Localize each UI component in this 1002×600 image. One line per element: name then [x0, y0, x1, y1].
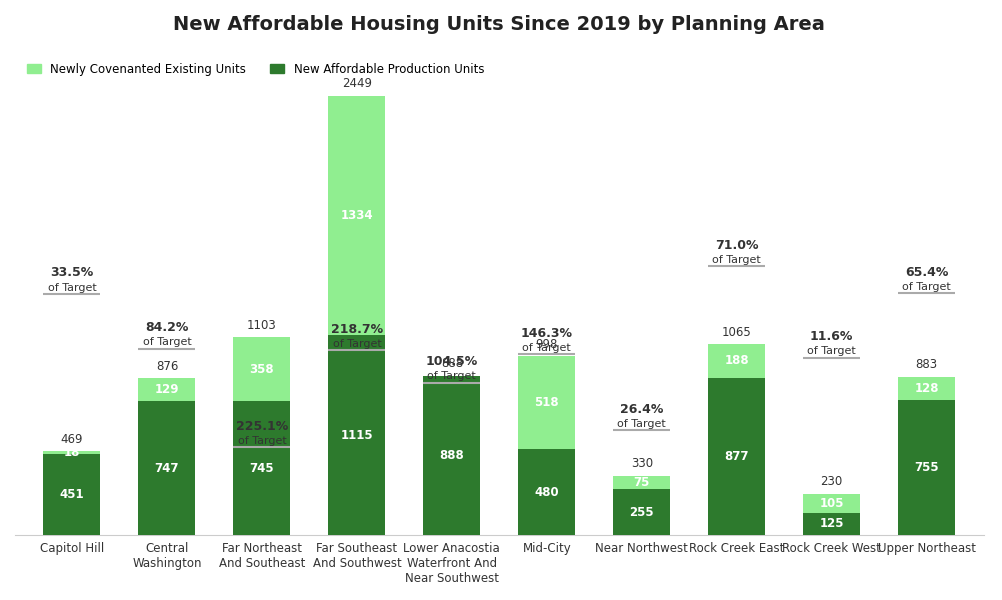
Text: 451: 451: [60, 488, 84, 501]
Title: New Affordable Housing Units Since 2019 by Planning Area: New Affordable Housing Units Since 2019 …: [173, 15, 826, 34]
Text: of Target: of Target: [903, 282, 951, 292]
Text: 469: 469: [61, 433, 83, 446]
Bar: [138, 401, 195, 535]
Text: of Target: of Target: [808, 346, 856, 356]
Text: 2449: 2449: [342, 77, 372, 91]
Bar: [898, 400, 955, 535]
Text: of Target: of Target: [522, 343, 571, 353]
Bar: [424, 376, 480, 535]
Text: of Target: of Target: [48, 283, 96, 293]
Text: 330: 330: [630, 457, 653, 470]
Text: 188: 188: [724, 355, 749, 367]
Text: 225.1%: 225.1%: [235, 420, 288, 433]
Bar: [138, 378, 195, 401]
Text: 11.6%: 11.6%: [810, 330, 854, 343]
Text: of Target: of Target: [617, 419, 666, 429]
Bar: [43, 454, 100, 535]
Text: 518: 518: [534, 396, 559, 409]
Legend: Newly Covenanted Existing Units, New Affordable Production Units: Newly Covenanted Existing Units, New Aff…: [21, 57, 490, 82]
Text: 105: 105: [820, 497, 844, 510]
Text: 71.0%: 71.0%: [715, 239, 759, 251]
Bar: [898, 377, 955, 400]
Bar: [518, 356, 575, 449]
Text: 75: 75: [633, 476, 650, 489]
Text: 129: 129: [154, 383, 179, 396]
Bar: [43, 451, 100, 454]
Bar: [613, 476, 670, 490]
Bar: [233, 401, 291, 535]
Text: 1103: 1103: [247, 319, 277, 332]
Bar: [329, 96, 386, 335]
Text: 104.5%: 104.5%: [426, 355, 478, 368]
Text: 218.7%: 218.7%: [331, 323, 383, 336]
Text: 18: 18: [64, 446, 80, 459]
Bar: [329, 335, 386, 535]
Bar: [613, 490, 670, 535]
Text: 883: 883: [916, 358, 938, 371]
Text: 84.2%: 84.2%: [145, 321, 188, 334]
Bar: [708, 378, 766, 535]
Bar: [518, 449, 575, 535]
Text: of Target: of Target: [712, 255, 762, 265]
Text: 146.3%: 146.3%: [521, 326, 573, 340]
Bar: [804, 494, 861, 512]
Bar: [804, 512, 861, 535]
Text: 358: 358: [249, 363, 275, 376]
Text: of Target: of Target: [237, 436, 287, 446]
Text: 1065: 1065: [721, 326, 752, 338]
Text: of Target: of Target: [428, 371, 476, 382]
Text: 998: 998: [536, 338, 558, 350]
Text: 128: 128: [915, 382, 939, 395]
Text: 125: 125: [820, 517, 844, 530]
Text: 755: 755: [915, 461, 939, 474]
Text: 33.5%: 33.5%: [50, 266, 93, 280]
Text: 877: 877: [724, 450, 749, 463]
Text: 65.4%: 65.4%: [905, 266, 948, 278]
Text: of Target: of Target: [333, 339, 382, 349]
Text: 888: 888: [440, 449, 464, 462]
Text: 1334: 1334: [341, 209, 373, 222]
Text: 888: 888: [441, 358, 463, 370]
Text: 876: 876: [155, 359, 178, 373]
Text: 745: 745: [249, 462, 275, 475]
Text: 1115: 1115: [341, 428, 373, 442]
Text: 26.4%: 26.4%: [620, 403, 663, 416]
Text: 747: 747: [154, 461, 179, 475]
Bar: [233, 337, 291, 401]
Text: 255: 255: [629, 506, 654, 518]
Bar: [708, 344, 766, 378]
Text: of Target: of Target: [142, 337, 191, 347]
Text: 230: 230: [821, 475, 843, 488]
Text: 480: 480: [534, 485, 559, 499]
